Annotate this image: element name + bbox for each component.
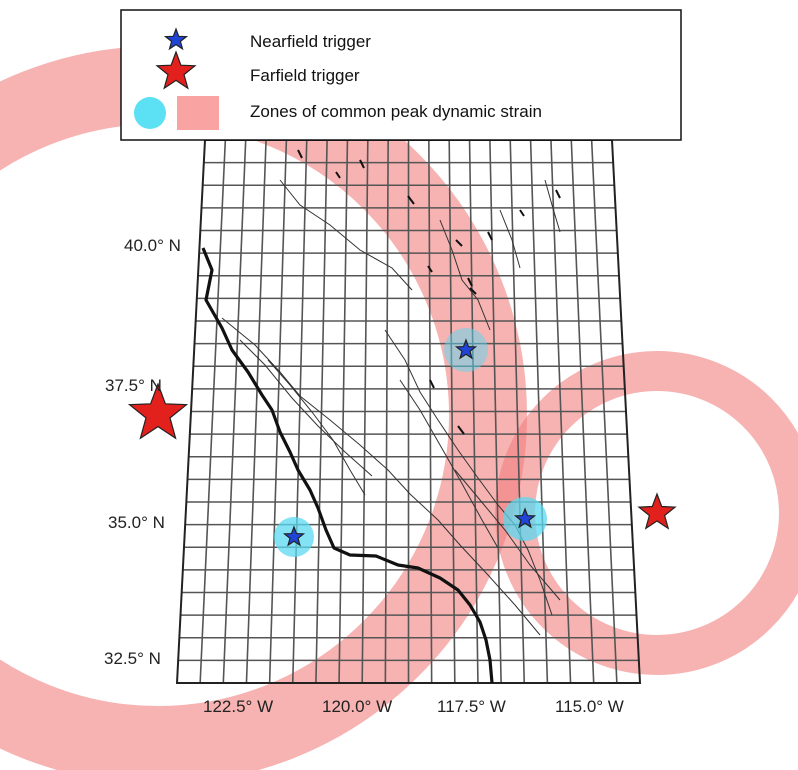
legend-zones-label: Zones of common peak dynamic strain xyxy=(250,102,542,121)
lon-label-115: 115.0° W xyxy=(555,697,624,716)
trigger-stars xyxy=(127,338,677,547)
coastline xyxy=(201,247,494,684)
grid-meridian xyxy=(448,139,456,684)
grid-meridian xyxy=(199,139,227,684)
farfield-star-icon xyxy=(155,50,197,90)
grid-meridian xyxy=(489,139,502,684)
grid-meridian xyxy=(245,139,267,684)
grid-meridian xyxy=(338,139,349,684)
grid-meridian xyxy=(315,139,328,684)
lat-label-375: 37.5° N xyxy=(105,376,162,395)
nearfield-1-star-icon xyxy=(282,525,306,547)
lat-label-40: 40.0° N xyxy=(124,236,181,255)
fault-segments xyxy=(297,149,561,435)
graticule-grid xyxy=(178,139,639,684)
grid-meridian xyxy=(291,139,308,684)
legend: Nearfield trigger Farfield trigger Zones… xyxy=(120,9,682,141)
lon-label-1225: 122.5° W xyxy=(203,697,273,716)
nearfield-2-star-icon xyxy=(454,338,478,360)
farfield-east-star-icon xyxy=(637,492,677,530)
farfield-west-star-icon xyxy=(127,382,189,440)
nearfield-star-icon xyxy=(163,27,189,51)
grid-meridian xyxy=(570,139,595,684)
legend-nearfield-star-icon xyxy=(163,27,189,51)
grid-meridian xyxy=(509,139,526,684)
legend-nearfield-label: Nearfield trigger xyxy=(250,32,371,51)
legend-strain-zone-swatch xyxy=(177,96,219,130)
lat-label-35: 35.0° N xyxy=(108,513,165,532)
grid-meridian xyxy=(222,139,247,684)
legend-farfield-star-icon xyxy=(155,50,197,90)
lon-label-1175: 117.5° W xyxy=(437,697,506,716)
grid-meridian xyxy=(361,139,369,684)
strain-zones xyxy=(0,46,798,770)
legend-farfield-label: Farfield trigger xyxy=(250,66,360,85)
legend-near-zone-swatch xyxy=(134,97,166,129)
grid-meridian xyxy=(384,139,389,684)
grid-meridian xyxy=(268,139,288,684)
grid-meridian xyxy=(550,139,572,684)
lon-label-120: 120.0° W xyxy=(322,697,392,716)
grid-meridian xyxy=(428,139,433,684)
lat-label-325: 32.5° N xyxy=(104,649,161,668)
fault-lines xyxy=(221,179,561,636)
grid-meridian xyxy=(468,139,479,684)
grid-meridian xyxy=(590,139,618,684)
nearfield-3-star-icon xyxy=(513,507,537,529)
